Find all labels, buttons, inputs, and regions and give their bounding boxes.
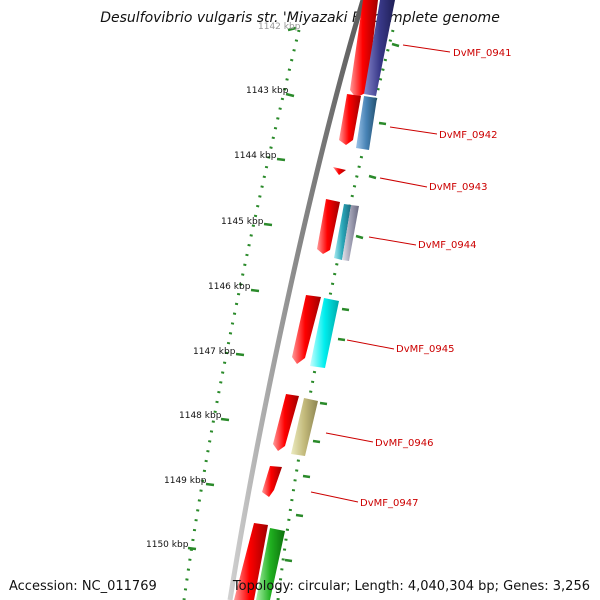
accession-text: Accession: NC_011769 — [9, 579, 157, 594]
gene-label-0944: DvMF_0944 — [418, 240, 476, 251]
gene-arrow — [339, 94, 361, 145]
gene-label-0942: DvMF_0942 — [439, 130, 497, 141]
feature-ticks — [284, 42, 400, 563]
gene-arrow — [333, 167, 346, 175]
gene-label-0945: DvMF_0945 — [396, 344, 454, 355]
gene-label-0941: DvMF_0941 — [453, 48, 511, 59]
gene-label-0943: DvMF_0943 — [429, 182, 487, 193]
tick-label-1147: 1147 kbp — [193, 347, 236, 357]
feature-blocks — [256, 0, 395, 600]
tick-label-1146: 1146 kbp — [208, 282, 251, 292]
gene-arrow — [262, 466, 282, 497]
tick-label-1148: 1148 kbp — [179, 411, 222, 421]
gene-arrow — [317, 199, 340, 254]
block-green — [256, 528, 285, 600]
ruler-tick-labels: 1143 kbp 1144 kbp 1145 kbp 1146 kbp 1147… — [146, 86, 289, 550]
gene-label-0946: DvMF_0946 — [375, 438, 433, 449]
block-steelblue — [356, 96, 377, 150]
label-leader-lines — [310, 44, 451, 503]
ruler-ticks — [187, 26, 297, 551]
block-gray — [342, 205, 359, 261]
gene-arrow — [350, 0, 378, 98]
gene-label-0947: DvMF_0947 — [360, 498, 418, 509]
genome-summary-text: Topology: circular; Length: 4,040,304 bp… — [232, 579, 590, 594]
tick-label-1143: 1143 kbp — [246, 86, 289, 96]
gene-labels: DvMF_0941 DvMF_0942 DvMF_0943 DvMF_0944 … — [360, 48, 511, 509]
block-khaki — [291, 398, 318, 456]
tick-label-1149: 1149 kbp — [164, 476, 207, 486]
gene-arrow — [292, 295, 321, 364]
ruler-tick-top-faded: 1142 kbp — [258, 22, 301, 32]
block-purple — [364, 0, 395, 96]
map-title: Desulfovibrio vulgaris str. 'Miyazaki F'… — [100, 10, 500, 26]
gene-arrow — [273, 394, 299, 451]
gene-arrow — [234, 523, 268, 600]
block-teal — [334, 204, 351, 260]
tick-label-1144: 1144 kbp — [234, 151, 277, 161]
block-cyan — [310, 298, 339, 368]
genome-backbone — [227, 0, 366, 600]
tick-label-1150: 1150 kbp — [146, 540, 189, 550]
gene-features-strand — [234, 0, 378, 600]
tick-label-1145: 1145 kbp — [221, 217, 264, 227]
